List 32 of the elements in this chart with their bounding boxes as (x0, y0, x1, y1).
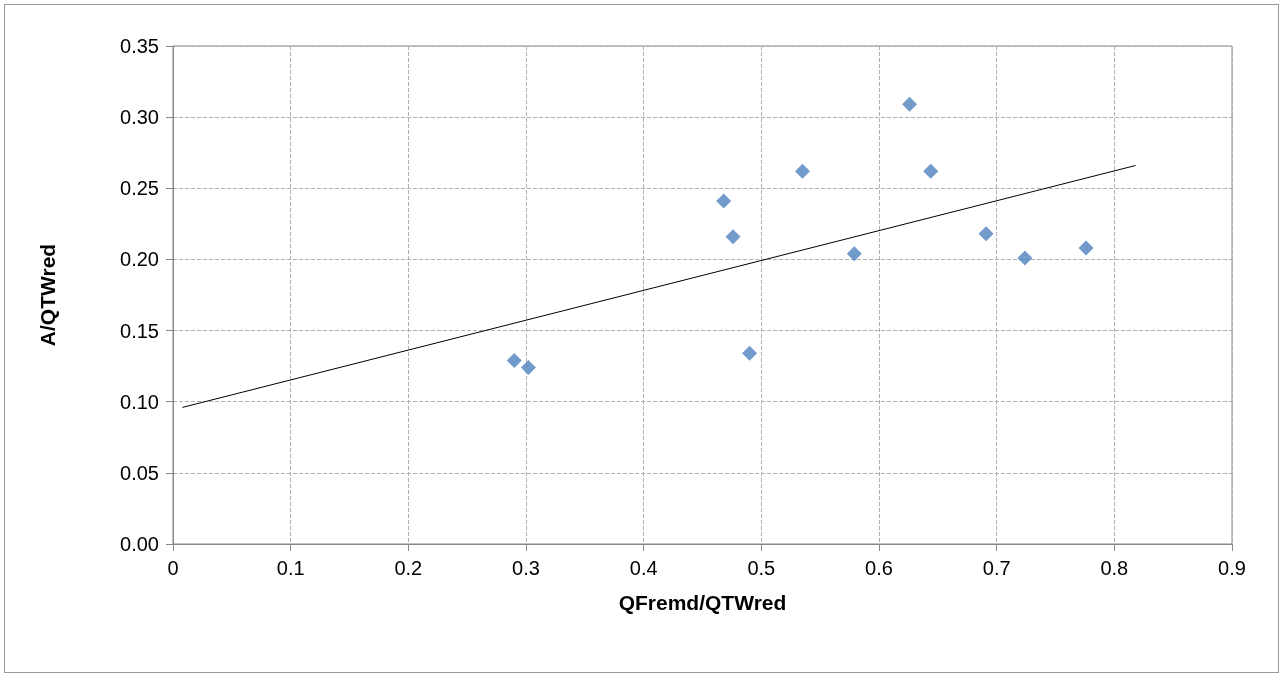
y-tick-label: 0.30 (120, 106, 159, 129)
x-tick-label: 0.1 (276, 557, 305, 579)
point (923, 163, 939, 179)
point (795, 163, 811, 179)
x-tick-label: 0.7 (982, 557, 1011, 579)
x-tick-label: 0.5 (747, 557, 776, 579)
y-tick-label: 0.05 (120, 461, 159, 484)
y-tick-label: 0.35 (120, 35, 159, 57)
point (1017, 250, 1033, 266)
point (1078, 240, 1094, 256)
y-tick-label: 0.15 (120, 319, 159, 342)
x-tick-label: 0.6 (865, 557, 893, 579)
x-axis-title: QFremd/QTWred (618, 591, 787, 614)
y-axis-title: A/QTWred (36, 243, 59, 347)
x-tick-label: 0.4 (629, 557, 658, 579)
y-tick-label: 0.10 (120, 390, 159, 413)
x-tick-label: 0.2 (394, 557, 423, 579)
point (846, 246, 862, 262)
x-tick-label: 0.3 (512, 557, 540, 579)
x-tick-label: 0.9 (1218, 557, 1246, 579)
point (902, 96, 918, 112)
point (742, 345, 758, 361)
point (716, 193, 732, 209)
y-tick-label: 0.25 (120, 177, 159, 200)
point (506, 352, 522, 368)
point (520, 360, 536, 376)
y-tick-label: 0.00 (120, 533, 159, 555)
y-tick-label: 0.20 (120, 248, 159, 271)
x-tick-label: 0.8 (1100, 557, 1129, 579)
point (978, 226, 994, 242)
point (725, 229, 741, 245)
x-tick-label: 0 (167, 557, 179, 579)
